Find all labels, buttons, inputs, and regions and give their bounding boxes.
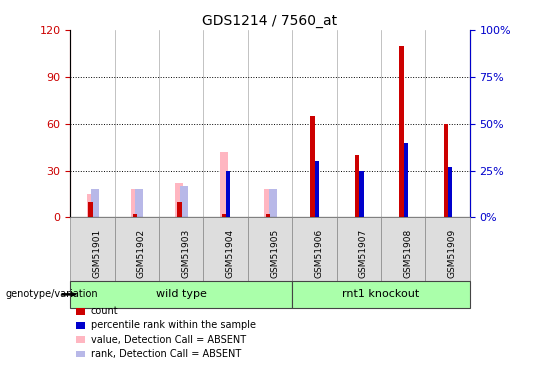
Bar xyxy=(403,142,408,218)
Bar xyxy=(310,116,315,218)
Bar xyxy=(220,152,228,217)
Text: rank, Detection Call = ABSENT: rank, Detection Call = ABSENT xyxy=(91,349,241,359)
Title: GDS1214 / 7560_at: GDS1214 / 7560_at xyxy=(202,13,338,28)
Bar xyxy=(269,189,276,217)
Bar xyxy=(136,189,144,217)
Text: genotype/variation: genotype/variation xyxy=(5,290,98,299)
Text: GSM51908: GSM51908 xyxy=(403,228,412,278)
Text: GSM51909: GSM51909 xyxy=(448,228,457,278)
Bar xyxy=(131,189,139,217)
Text: GSM51907: GSM51907 xyxy=(359,228,368,278)
Text: GSM51903: GSM51903 xyxy=(181,228,190,278)
Bar xyxy=(355,155,359,218)
Bar xyxy=(266,214,271,217)
Text: GSM51901: GSM51901 xyxy=(92,228,102,278)
Bar xyxy=(89,202,93,217)
Text: GSM51905: GSM51905 xyxy=(270,228,279,278)
Bar xyxy=(443,124,448,218)
Text: wild type: wild type xyxy=(156,290,207,299)
Bar xyxy=(264,189,272,217)
Text: percentile rank within the sample: percentile rank within the sample xyxy=(91,321,256,330)
Bar xyxy=(226,171,231,217)
Bar xyxy=(359,171,363,217)
Bar xyxy=(180,186,188,218)
Bar xyxy=(133,214,137,217)
Text: GSM51906: GSM51906 xyxy=(314,228,323,278)
Bar xyxy=(177,202,181,217)
Bar xyxy=(176,183,184,218)
Text: GSM51904: GSM51904 xyxy=(226,228,234,278)
Bar xyxy=(221,214,226,217)
Bar xyxy=(315,161,319,218)
Bar xyxy=(86,194,94,217)
Text: rnt1 knockout: rnt1 knockout xyxy=(342,290,420,299)
Bar xyxy=(448,167,453,218)
Text: GSM51902: GSM51902 xyxy=(137,228,146,278)
Text: count: count xyxy=(91,306,118,316)
Bar xyxy=(399,46,403,218)
Text: value, Detection Call = ABSENT: value, Detection Call = ABSENT xyxy=(91,335,246,345)
Bar xyxy=(91,189,99,217)
